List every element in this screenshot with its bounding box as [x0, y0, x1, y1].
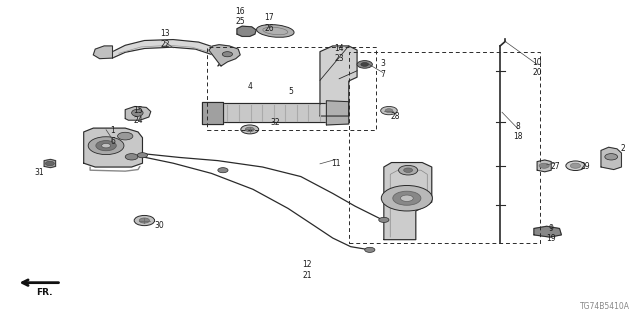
Text: 3
7: 3 7	[380, 60, 385, 79]
Circle shape	[45, 161, 54, 166]
Text: 31: 31	[34, 168, 44, 177]
Text: 17
26: 17 26	[264, 13, 274, 33]
Polygon shape	[209, 45, 240, 66]
Polygon shape	[125, 107, 151, 120]
Circle shape	[566, 161, 585, 171]
Bar	[349, 52, 540, 244]
Circle shape	[125, 154, 138, 160]
Text: 13
22: 13 22	[161, 29, 170, 49]
Circle shape	[96, 140, 116, 151]
Text: 30: 30	[154, 221, 164, 230]
Circle shape	[605, 154, 618, 160]
Ellipse shape	[132, 109, 143, 116]
Circle shape	[539, 163, 549, 168]
Polygon shape	[44, 159, 56, 168]
Polygon shape	[601, 147, 621, 170]
Text: 1
6: 1 6	[110, 126, 115, 146]
Bar	[207, 47, 376, 130]
Circle shape	[357, 60, 372, 68]
Text: 2: 2	[621, 144, 626, 153]
Polygon shape	[113, 40, 227, 66]
Circle shape	[134, 215, 155, 226]
Polygon shape	[202, 102, 223, 124]
Polygon shape	[218, 103, 330, 123]
Polygon shape	[534, 226, 561, 237]
Circle shape	[241, 125, 259, 134]
Circle shape	[361, 62, 369, 66]
Circle shape	[570, 163, 580, 168]
Text: TG74B5410A: TG74B5410A	[580, 302, 630, 311]
Circle shape	[404, 168, 413, 172]
Circle shape	[399, 165, 418, 175]
Text: 28: 28	[390, 113, 400, 122]
Polygon shape	[537, 160, 551, 172]
Circle shape	[381, 107, 397, 115]
Text: 10
20: 10 20	[532, 58, 542, 77]
Circle shape	[401, 195, 413, 201]
Ellipse shape	[257, 25, 294, 37]
Circle shape	[102, 143, 111, 148]
Circle shape	[365, 247, 375, 252]
Circle shape	[385, 109, 393, 113]
Text: 27: 27	[550, 162, 560, 171]
Text: 4: 4	[247, 82, 252, 91]
Polygon shape	[320, 46, 357, 116]
Circle shape	[88, 137, 124, 155]
Text: 15
24: 15 24	[133, 106, 143, 125]
Polygon shape	[384, 163, 432, 240]
Polygon shape	[84, 128, 143, 167]
Circle shape	[393, 191, 421, 205]
Circle shape	[222, 52, 232, 57]
Text: 14
23: 14 23	[334, 44, 344, 63]
Polygon shape	[237, 26, 256, 36]
Text: 11: 11	[332, 159, 340, 168]
Polygon shape	[93, 46, 113, 59]
Text: 29: 29	[580, 162, 590, 171]
Polygon shape	[326, 101, 349, 125]
Text: 16
25: 16 25	[236, 7, 245, 26]
Text: 8
18: 8 18	[513, 122, 523, 141]
Circle shape	[140, 218, 150, 223]
Circle shape	[381, 186, 433, 211]
Circle shape	[138, 153, 148, 158]
Text: FR.: FR.	[36, 288, 52, 297]
Circle shape	[379, 217, 389, 222]
Text: 9
19: 9 19	[547, 224, 556, 243]
Text: 12
21: 12 21	[303, 260, 312, 280]
Text: 32: 32	[271, 118, 280, 127]
Text: 5: 5	[289, 87, 294, 96]
Circle shape	[118, 132, 133, 140]
Circle shape	[245, 127, 254, 132]
Circle shape	[218, 168, 228, 173]
